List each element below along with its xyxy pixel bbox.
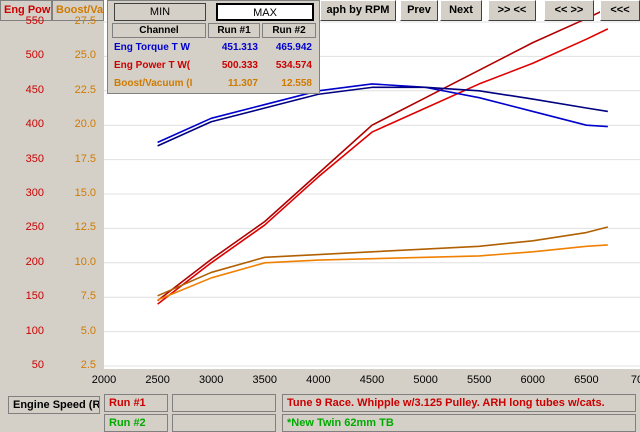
x-tick-label: 4500 xyxy=(359,374,385,386)
fast-forward-button[interactable]: >> << xyxy=(488,0,536,21)
power-tick-label: 400 xyxy=(25,118,44,131)
left-y-axis-power: Eng Pow 550 500 450 400 350 300 250 200 150 100 50 xyxy=(0,0,52,380)
x-axis: 2000 2500 3000 3500 4000 4500 5000 5500 6000 6500… xyxy=(92,370,640,390)
series-line-3 xyxy=(157,86,608,147)
minmax-run1-cell: 11.307 xyxy=(227,78,258,89)
run1-description: Tune 9 Race. Whipple w/3.125 Pulley. ARH… xyxy=(282,394,636,412)
boost-tick-label: 22.5 xyxy=(74,83,96,96)
left-y-axis-boost: Boost/Va 27.5 25.0 22.5 20.0 17.5 15.0 12.5 10.… xyxy=(52,0,104,380)
x-tick-label: 2000 xyxy=(91,374,117,386)
prev-button[interactable]: Prev xyxy=(400,0,438,21)
power-tick-label: 550 xyxy=(25,15,44,27)
run1-swatch xyxy=(172,394,276,412)
engine-speed-field[interactable]: Engine Speed (RI xyxy=(8,396,100,414)
series-line-4 xyxy=(157,226,609,297)
boost-tick-label: 20.0 xyxy=(74,118,96,131)
run1-label: Run #1 xyxy=(104,394,168,412)
series-line-5 xyxy=(157,244,608,301)
run2-description: *New Twin 62mm TB xyxy=(282,414,636,432)
header-run1: Run #1 xyxy=(208,23,260,38)
power-tick-label: 50 xyxy=(31,359,44,371)
minmax-channel-cell: Eng Power T W( xyxy=(114,60,191,71)
min-button[interactable]: MIN xyxy=(114,3,206,21)
power-tick-label: 300 xyxy=(25,187,44,199)
power-tick-label: 350 xyxy=(25,152,44,165)
power-tick-label: 450 xyxy=(25,83,44,96)
power-tick-label: 150 xyxy=(25,290,44,303)
x-tick-label: 6000 xyxy=(520,374,546,386)
x-tick-label: 6500 xyxy=(574,374,599,386)
series-line-1 xyxy=(157,28,609,305)
x-tick-label: 700 xyxy=(630,374,640,386)
minmax-run1-cell: 500.333 xyxy=(221,60,258,71)
minmax-run1-cell: 451.313 xyxy=(221,42,258,53)
series-line-0 xyxy=(157,7,609,302)
graph-by-rpm-button[interactable]: aph by RPM xyxy=(320,0,396,21)
x-tick-label: 4000 xyxy=(306,374,331,386)
boost-tick-label: 25.0 xyxy=(74,49,96,62)
minmax-run2-cell: 534.574 xyxy=(275,60,312,71)
boost-tick-label: 27.5 xyxy=(74,15,96,27)
tab-eng-power[interactable]: Eng Pow xyxy=(0,0,52,21)
max-button[interactable]: MAX xyxy=(216,3,314,21)
power-tick-label: 250 xyxy=(25,221,44,234)
x-tick-label: 3000 xyxy=(198,374,224,386)
back-button[interactable]: <<< xyxy=(600,0,640,21)
x-tick-label: 3500 xyxy=(252,374,278,386)
rewind-button[interactable]: << >> xyxy=(544,0,594,21)
minmax-run2-cell: 12.558 xyxy=(281,78,312,89)
power-tick-label: 500 xyxy=(25,49,44,62)
minmax-run2-cell: 465.942 xyxy=(275,42,312,53)
power-tick-label: 200 xyxy=(25,255,44,268)
boost-tick-label: 7.5 xyxy=(80,290,96,303)
minmax-channel-cell: Eng Torque T W xyxy=(114,42,190,53)
boost-tick-label: 15.0 xyxy=(74,187,96,199)
boost-tick-label: 10.0 xyxy=(74,255,96,268)
boost-tick-label: 12.5 xyxy=(74,221,96,234)
tab-boost-vacuum[interactable]: Boost/Va xyxy=(52,0,104,21)
series-line-2 xyxy=(157,83,608,144)
boost-tick-label: 17.5 xyxy=(74,152,96,165)
status-bar: Engine Speed (RI Run #1 Tune 9 Race. Whi… xyxy=(0,390,640,432)
run2-label: Run #2 xyxy=(104,414,168,432)
minmax-channel-cell: Boost/Vacuum (I xyxy=(114,78,193,89)
header-run2: Run #2 xyxy=(262,23,316,38)
x-tick-label: 5500 xyxy=(466,374,492,386)
power-tick-label: 100 xyxy=(25,324,44,337)
run2-swatch xyxy=(172,414,276,432)
header-channel: Channel xyxy=(112,23,206,38)
x-tick-label: 5000 xyxy=(413,374,438,386)
boost-tick-label: 2.5 xyxy=(80,359,96,371)
x-tick-label: 2500 xyxy=(145,374,170,386)
min-max-panel: MIN MAX Channel Run #1 Run #2 Eng Torque… xyxy=(107,0,320,94)
next-button[interactable]: Next xyxy=(440,0,482,21)
boost-tick-label: 5.0 xyxy=(80,324,96,337)
